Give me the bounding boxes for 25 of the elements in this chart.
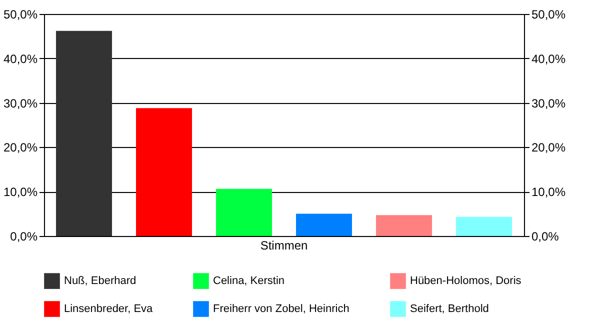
text: 30,0%	[532, 96, 566, 110]
legend-label: Seifert, Berthold	[410, 303, 489, 315]
legend-label: Linsenbreder, Eva	[64, 303, 154, 315]
text: 20,0%	[532, 140, 566, 155]
y-tick-label: 10,0%	[3, 185, 38, 200]
legend-label: Freiherr von Zobel, Heinrich	[213, 303, 350, 315]
x-tick-label: Stimmen	[260, 238, 308, 252]
bar	[376, 215, 432, 236]
legend-label: Nuß, Eberhard	[64, 275, 136, 288]
text: 0,0%	[532, 230, 559, 244]
y-tick-label: 0,0%	[10, 230, 38, 244]
text: 10,0%	[532, 185, 566, 200]
bar	[296, 214, 352, 236]
text: 40,0%	[532, 52, 566, 66]
y-tick-label: 50,0%	[3, 8, 38, 22]
y-tick-label: 20,0%	[3, 140, 38, 155]
y-tick-label: 40,0%	[3, 52, 38, 66]
bar	[56, 30, 112, 236]
legend-label: Celina, Kerstin	[213, 275, 285, 288]
legend-label: Hüben-Holomos, Doris	[410, 275, 522, 288]
bar	[216, 188, 272, 236]
bar	[456, 216, 512, 236]
bar	[136, 108, 192, 236]
text: 50,0%	[532, 8, 566, 22]
y-tick-label: 30,0%	[3, 96, 38, 110]
